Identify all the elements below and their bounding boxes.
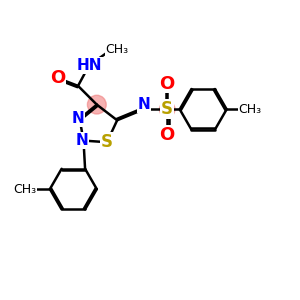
- Text: O: O: [160, 126, 175, 144]
- Text: S: S: [101, 133, 113, 151]
- Text: HN: HN: [76, 58, 102, 73]
- Text: CH₃: CH₃: [13, 183, 36, 196]
- Text: CH₃: CH₃: [238, 103, 262, 116]
- Text: N: N: [137, 97, 150, 112]
- Text: N: N: [76, 133, 88, 148]
- Text: N: N: [72, 111, 84, 126]
- Circle shape: [87, 95, 106, 114]
- Circle shape: [159, 101, 175, 117]
- Text: S: S: [161, 100, 173, 118]
- Text: O: O: [160, 74, 175, 92]
- Text: CH₃: CH₃: [106, 44, 129, 56]
- Text: O: O: [50, 69, 65, 87]
